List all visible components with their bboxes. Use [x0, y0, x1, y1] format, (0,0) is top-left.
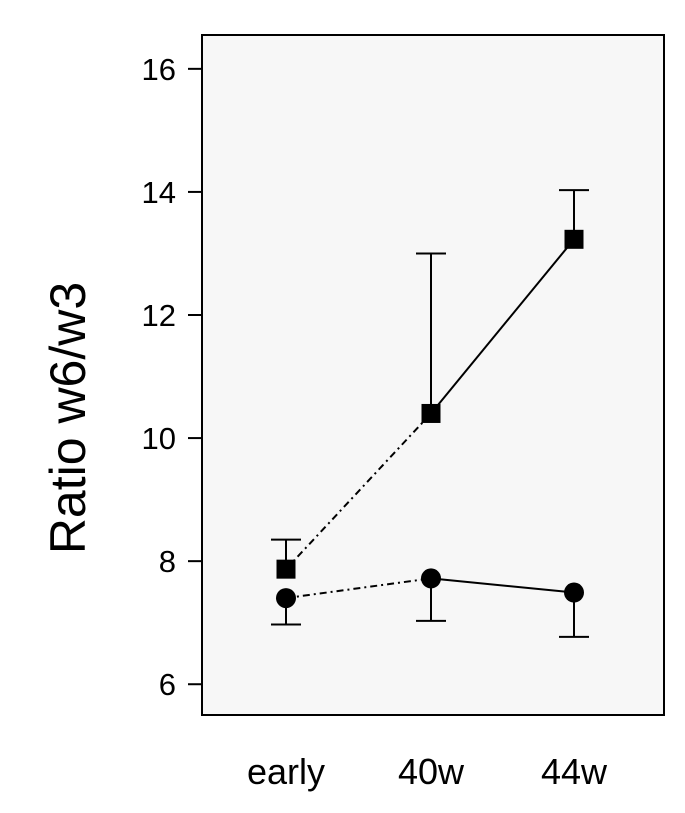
y-tick-label: 10 — [142, 421, 176, 456]
series-layer — [271, 189, 589, 638]
y-axis-title: Ratio w6/w3 — [40, 282, 96, 554]
y-tick-label: 12 — [142, 298, 176, 333]
data-point-square — [276, 559, 296, 579]
series-line-segment — [430, 577, 575, 594]
data-point-square — [421, 403, 441, 423]
x-axis: early 40w 44w — [247, 751, 608, 792]
series-circle — [271, 568, 589, 638]
y-tick-label: 6 — [159, 667, 176, 702]
data-point-circle — [276, 588, 296, 609]
data-point-circle — [421, 568, 441, 589]
x-tick-label: 40w — [398, 751, 465, 792]
y-tick-label: 14 — [142, 175, 176, 210]
y-tick-label: 8 — [159, 544, 176, 579]
data-point-square — [564, 229, 584, 249]
series-square — [271, 189, 589, 579]
series-line-segment — [430, 238, 575, 415]
x-tick-label: 44w — [541, 751, 608, 792]
data-point-circle — [564, 582, 584, 603]
y-tick-label: 16 — [142, 52, 176, 87]
x-tick-label: early — [247, 751, 325, 792]
y-axis: 6 8 10 12 14 16 — [142, 52, 202, 702]
series-line-segment — [285, 577, 432, 600]
plot-area — [201, 34, 665, 716]
series-line-segment — [285, 412, 432, 570]
